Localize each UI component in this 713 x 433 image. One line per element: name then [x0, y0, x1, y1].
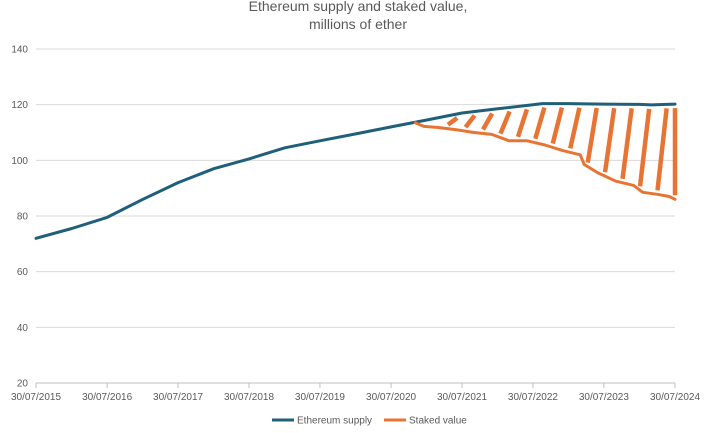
series-lines: [34, 102, 677, 240]
axes: 20 40 60 80 100 120 140 30/07/2015 30/07/2016 30/…: [11, 45, 700, 404]
x-tick-label: 30/07/2018: [224, 392, 274, 403]
hatch-stroke: [568, 107, 582, 149]
x-tick-label: 30/07/2022: [508, 392, 558, 403]
hatch-stroke: [655, 108, 669, 191]
y-tick-label: 20: [17, 379, 29, 390]
staked-gap-hatching: [446, 106, 678, 196]
gridlines: [36, 48, 675, 384]
y-tick-label: 100: [11, 156, 28, 167]
x-tick-label: 30/07/2020: [366, 392, 416, 403]
x-tick-label: 30/07/2019: [295, 392, 345, 403]
y-tick-label: 60: [17, 267, 29, 278]
series-ethereum-supply: [34, 102, 677, 240]
hatch-stroke: [550, 106, 565, 145]
hatch-stroke: [533, 106, 547, 140]
x-tick-label: 30/07/2024: [650, 392, 700, 403]
x-tick-label: 30/07/2023: [579, 392, 629, 403]
hatch-stroke: [585, 107, 599, 164]
hatch-stroke: [498, 110, 512, 135]
y-tick-label: 120: [11, 100, 28, 111]
legend-label-supply: Ethereum supply: [297, 416, 372, 427]
hatch-stroke: [515, 108, 530, 138]
hatch-stroke: [446, 116, 459, 127]
y-tick-label: 40: [17, 323, 29, 334]
x-tick-label: 30/07/2021: [437, 392, 487, 403]
hatch-stroke: [463, 114, 477, 129]
hatch-stroke: [602, 107, 617, 173]
y-tick-label: 140: [11, 45, 28, 56]
hatch-stroke: [637, 108, 652, 187]
chart-title: Ethereum supply and staked value,: [249, 0, 468, 14]
x-tick-label: 30/07/2017: [153, 392, 203, 403]
x-tick-label: 30/07/2016: [82, 392, 132, 403]
legend: Ethereum supply Staked value: [272, 416, 467, 427]
hatch-stroke: [481, 112, 495, 131]
chart-subtitle: millions of ether: [309, 16, 407, 32]
hatch-stroke: [620, 108, 634, 180]
legend-label-staked: Staked value: [409, 416, 467, 427]
series-staked-value: [413, 121, 677, 201]
y-tick-label: 80: [17, 212, 29, 223]
x-tick-label: 30/07/2015: [11, 392, 61, 403]
